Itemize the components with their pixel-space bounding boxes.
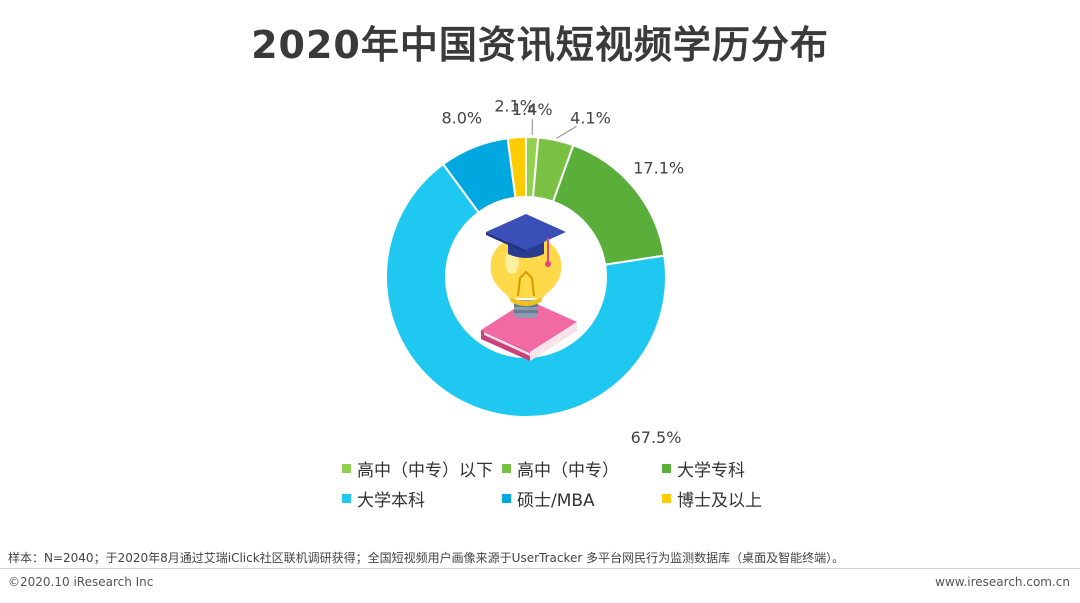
data-label: 8.0%	[441, 108, 482, 127]
legend-item-junior-college: 大学专科	[662, 456, 745, 481]
donut-chart: 1.4% 4.1% 17.1% 67.5% 8.0% 2.1%	[385, 96, 684, 447]
legend-label: 博士及以上	[677, 491, 762, 511]
data-labels: 1.4% 4.1% 17.1% 67.5% 8.0% 2.1%	[441, 96, 684, 447]
data-label: 4.1%	[570, 108, 611, 127]
legend-swatch	[342, 464, 351, 473]
data-label: 1.4%	[512, 100, 553, 119]
data-label: 67.5%	[631, 428, 682, 447]
bulb-graduation-illustration	[481, 214, 577, 361]
legend-item-master-mba: 硕士/MBA	[502, 486, 595, 511]
legend-item-high-school: 高中（中专）	[502, 456, 619, 481]
leader-line	[556, 125, 577, 139]
legend-swatch	[342, 494, 351, 503]
book-icon	[481, 300, 577, 361]
donut-slices	[385, 135, 667, 418]
legend-swatch	[662, 464, 671, 473]
legend-swatch	[502, 494, 511, 503]
legend-label: 大学本科	[357, 491, 425, 511]
chart-title: 2020年中国资讯短视频学历分布	[251, 23, 829, 67]
graduation-cap-icon	[486, 214, 566, 267]
legend-swatch	[662, 494, 671, 503]
data-label: 2.1%	[494, 96, 535, 115]
legend-label: 高中（中专）以下	[357, 461, 493, 481]
legend-swatch	[502, 464, 511, 473]
donut-slice	[385, 162, 667, 418]
legend-label: 大学专科	[677, 461, 745, 481]
copyright-text: ©2020.10 iResearch Inc	[8, 575, 154, 589]
legend-label: 硕士/MBA	[517, 491, 595, 511]
sample-footnote: 样本：N=2040；于2020年8月通过艾瑞iClick社区联机调研获得；全国短…	[8, 551, 845, 565]
legend-item-bachelor: 大学本科	[342, 486, 425, 511]
legend-item-below-high-school: 高中（中专）以下	[342, 456, 493, 481]
donut-slice	[506, 135, 527, 199]
legend-item-doctor: 博士及以上	[662, 486, 762, 511]
data-label: 17.1%	[633, 159, 684, 178]
label-leader-lines	[531, 119, 577, 139]
website-text: www.iresearch.com.cn	[935, 575, 1070, 589]
legend-label: 高中（中专）	[517, 461, 619, 481]
footer-divider	[0, 568, 1080, 569]
